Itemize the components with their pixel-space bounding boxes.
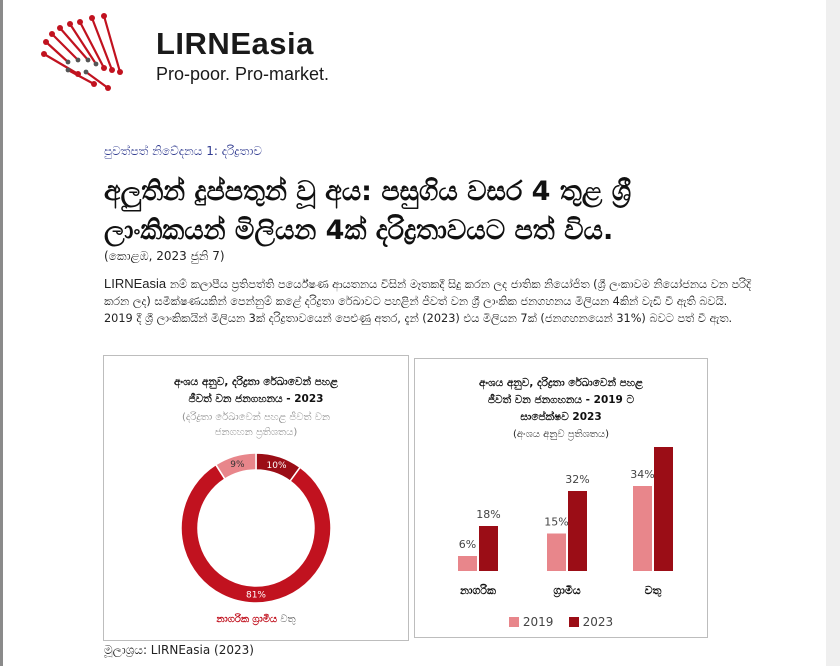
donut-label-0: 10%: [267, 461, 287, 471]
donut-label-2: 9%: [230, 460, 245, 470]
category-label-1: ග්‍රාමීය: [553, 584, 581, 598]
bar-label-2019-1: 15%: [544, 516, 568, 529]
legend-urban: නාගරික: [216, 614, 250, 625]
category-label-2: වතු: [645, 584, 662, 598]
donut-slice-2: [214, 452, 257, 481]
body-text: නම් කලාපීය ප්‍රතිපත්ති පර්යේෂණ ආයතනය විස…: [104, 278, 751, 325]
headline-line-2: ලාංකිකයන් මිලියන 4ක් දරිද්‍රතාවයට පත් වි…: [104, 215, 614, 246]
donut-chart-subtitle: (දරිද්‍රතා රේඛාවෙන් පහළ ජීවත් වන ජනගහන ප…: [104, 410, 408, 440]
donut-label-1: 81%: [246, 591, 266, 601]
source-note: මූලාශ්‍රය: LIRNEasia (2023): [104, 643, 254, 657]
logo-mark: [41, 13, 123, 91]
legend-swatch-2023: [568, 617, 579, 627]
bar-2019-0: [458, 556, 477, 571]
bar-title-line-2: ජීවත් වන ජනගහනය - 2019 ට: [487, 394, 635, 406]
bar-2023-1: [568, 491, 587, 571]
legend-swatch-2019: [508, 617, 519, 627]
legend-rural: ග්‍රාමීය: [252, 614, 278, 625]
legend-label-2019: 2019: [522, 615, 554, 629]
bar-2019-1: [547, 533, 566, 571]
logo: LIRNEasia Pro-poor. Pro-market.: [38, 12, 348, 94]
bar-legend: 2019 2023: [415, 615, 707, 629]
category-label-0: නාගරික: [459, 583, 496, 597]
bar-label-2023-0: 18%: [476, 508, 500, 521]
donut-subtitle-line-1: (දරිද්‍රතා රේඛාවෙන් පහළ ජීවත් වන: [181, 412, 331, 423]
bar-label-2019-0: 6%: [459, 538, 476, 551]
legend-label-2023: 2023: [582, 615, 614, 629]
donut-subtitle-line-2: ජනගහන ප්‍රතිශතය): [214, 427, 298, 438]
bar-title-line-3: සාපේක්ෂව 2023: [520, 411, 602, 423]
headline-line-1: අලුතින් දුප්පතුන් වූ අය: පසුගිය වසර 4 තු…: [104, 176, 632, 207]
breadcrumb: පුවත්පත් නිවේදනය 1: දරිද්‍රතාව: [104, 144, 262, 158]
bar-chart-panel: අංශය අනුව, දරිද්‍රතා රේඛාවෙන් පහළ ජීවත් …: [414, 358, 708, 638]
bar-chart-title: අංශය අනුව, දරිද්‍රතා රේඛාවෙන් පහළ ජීවත් …: [415, 375, 707, 426]
bar-label-2019-2: 34%: [630, 468, 654, 481]
dateline: (කොළඹ, 2023 ජුනි 7): [104, 249, 225, 263]
bar-label-2023-1: 32%: [565, 473, 589, 486]
body-paragraph: LIRNEasia නම් කලාපීය ප්‍රතිපත්ති පර්යේෂණ…: [104, 275, 752, 327]
donut-chart-title: අංශය අනුව, දරිද්‍රතා රේඛාවෙන් පහළ ජීවත් …: [104, 374, 408, 408]
page-edge: [0, 0, 3, 666]
bar-chart: 6%18%නාගරික15%32%ග්‍රාමීය34%51%වතු: [458, 447, 673, 598]
logo-tagline: Pro-poor. Pro-market.: [156, 64, 330, 84]
bar-2023-2: [654, 447, 673, 571]
bar-title-line-1: අංශය අනුව, දරිද්‍රතා රේඛාවෙන් පහළ: [478, 377, 644, 389]
donut-title-line-2: ජීවත් වන ජනගහනය - 2023: [188, 393, 324, 405]
bar-2023-0: [479, 526, 498, 571]
donut-legend: නාගරික ග්‍රාමීය වතු: [104, 614, 408, 625]
donut-slice-1: [180, 463, 332, 604]
body-lead: LIRNEasia: [104, 276, 167, 291]
bar-2019-2: [633, 486, 652, 571]
donut-title-line-1: අංශය අනුව, දරිද්‍රතා රේඛාවෙන් පහළ: [173, 376, 339, 388]
headline: අලුතින් දුප්පතුන් වූ අය: පසුගිය වසර 4 තු…: [104, 172, 754, 250]
bar-chart-subtitle: (අංශය අනුව ප්‍රතිශතය): [512, 429, 610, 440]
donut-chart: 10% 81% 9%: [180, 452, 332, 604]
legend-estate: වතු: [280, 614, 296, 625]
logo-name: LIRNEasia: [156, 26, 314, 61]
donut-chart-panel: අංශය අනුව, දරිද්‍රතා රේඛාවෙන් පහළ ජීවත් …: [103, 355, 409, 641]
page-margin: [826, 0, 840, 666]
